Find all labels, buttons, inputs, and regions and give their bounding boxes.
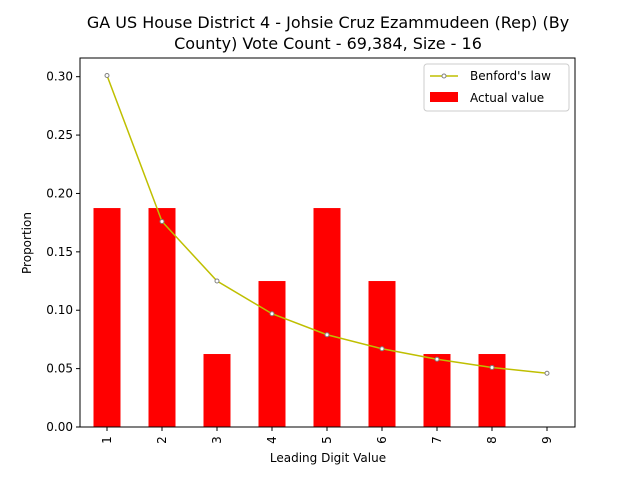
benford-point-8: [489, 364, 495, 370]
benford-point-3: [214, 278, 220, 284]
x-tick-label-5: 5: [320, 436, 334, 444]
legend-label-actual: Actual value: [470, 91, 544, 105]
benford-point-4: [269, 311, 275, 317]
x-tick-label-7: 7: [430, 436, 444, 444]
bar-digit-5: [313, 208, 341, 427]
legend-bar-swatch: [430, 92, 458, 102]
bar-digit-6: [368, 281, 396, 427]
legend-box: [423, 63, 570, 112]
chart-title-line-1: GA US House District 4 - Johsie Cruz Eza…: [87, 13, 569, 32]
y-tick-label: 0.20: [46, 186, 73, 200]
bar-digit-4: [258, 281, 286, 427]
y-axis-label: Proportion: [20, 212, 34, 274]
y-tick-label: 0.05: [46, 362, 73, 376]
x-tick-label-4: 4: [265, 436, 279, 444]
y-axis: 0.00 0.05 0.10 0.15 0.20 0.25 0.30: [46, 70, 80, 434]
bar-series: [93, 208, 506, 427]
legend: Benford's law Actual value: [423, 63, 570, 112]
bar-digit-7: [423, 354, 451, 427]
x-tick-label-8: 8: [485, 436, 499, 444]
benford-point-7: [434, 356, 440, 362]
x-tick-label-2: 2: [155, 436, 169, 444]
benford-point-5: [324, 332, 330, 338]
benford-point-1: [104, 73, 110, 79]
legend-label-benford: Benford's law: [470, 69, 551, 83]
bar-digit-1: [93, 208, 121, 427]
y-tick-label: 0.15: [46, 245, 73, 259]
y-tick-label: 0.25: [46, 128, 73, 142]
bar-digit-3: [203, 354, 231, 427]
y-tick-label: 0.00: [46, 420, 73, 434]
legend-marker-swatch: [441, 73, 447, 79]
bar-digit-2: [148, 208, 176, 427]
y-tick-label: 0.10: [46, 303, 73, 317]
x-axis-label: Leading Digit Value: [270, 451, 386, 465]
x-tick-label-1: 1: [100, 436, 114, 444]
benford-line-series: [104, 73, 550, 376]
y-tick-label: 0.30: [46, 70, 73, 84]
x-axis: 1 2 3 4 5 6 7 8 9: [100, 427, 554, 444]
benford-point-6: [379, 346, 385, 352]
benford-point-9: [544, 370, 550, 376]
x-tick-label-3: 3: [210, 436, 224, 444]
x-tick-label-9: 9: [540, 436, 554, 444]
x-tick-label-6: 6: [375, 436, 389, 444]
chart-title-line-2: County) Vote Count - 69,384, Size - 16: [174, 34, 482, 53]
benford-point-2: [159, 218, 165, 224]
